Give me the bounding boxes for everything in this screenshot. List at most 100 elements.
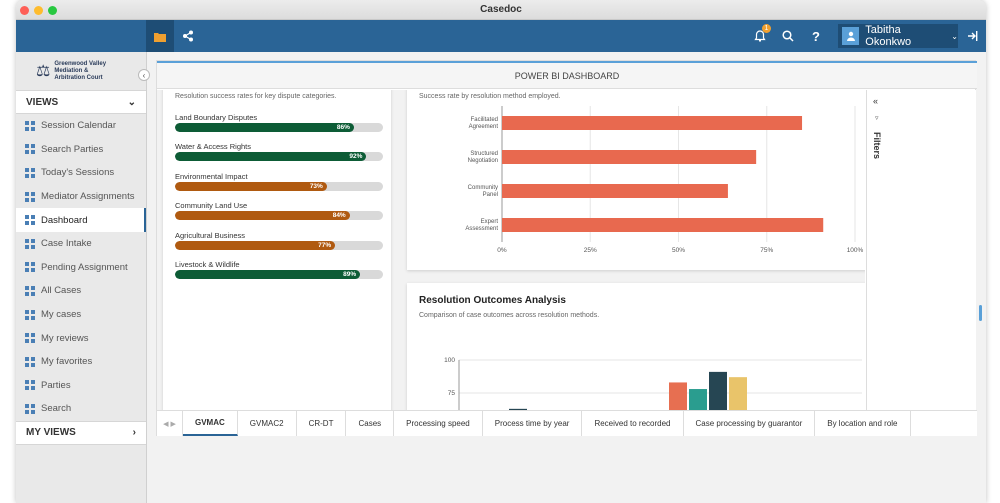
category-label: Structured Negotiation [468, 151, 498, 164]
tab-cases[interactable]: Cases [346, 411, 395, 436]
report-canvas: Resolution success rates for key dispute… [157, 90, 865, 410]
progress-label: Agricultural Business [175, 230, 246, 240]
tab-case-processing-by-guarantor[interactable]: Case processing by guarantor [684, 411, 816, 436]
method-success-card: Success rate by resolution method employ… [407, 90, 865, 270]
progress-value: 86% [336, 124, 350, 131]
close-window-button[interactable] [20, 6, 29, 15]
grid-icon [24, 167, 35, 178]
collapse-filters-icon[interactable]: « [873, 96, 879, 106]
progress-fill: 84% [175, 211, 350, 221]
sidebar-item-my-favorites[interactable]: My favorites [16, 350, 146, 374]
share-icon[interactable] [174, 20, 202, 52]
scroll-grip[interactable] [979, 305, 982, 321]
filter-funnel-icon: ▿ [875, 115, 879, 122]
grid-icon [24, 120, 35, 131]
org-name-line1: Greenwood Valley [54, 60, 107, 67]
x-tick-label: 100% [847, 247, 864, 254]
sidebar-item-label: Pending Assignment [41, 261, 128, 273]
sidebar-item-label: Dashboard [41, 214, 88, 226]
progress-label: Water & Access Rights [175, 142, 251, 152]
grid-icon [24, 215, 35, 226]
bar [502, 116, 803, 130]
method-success-subtitle: Success rate by resolution method employ… [419, 93, 561, 100]
tab-processing-speed[interactable]: Processing speed [394, 411, 483, 436]
tab-gvmac[interactable]: GVMAC [183, 411, 238, 436]
org-logo: ⚖ Greenwood Valley Mediation & Arbitrati… [16, 52, 146, 90]
progress-fill: 89% [175, 270, 361, 279]
gavel-icon [24, 333, 35, 344]
tab-gvmac2[interactable]: GVMAC2 [238, 411, 297, 436]
grid-icon [24, 403, 35, 414]
org-name-line2: Mediation & [54, 67, 89, 74]
folder-tab-icon[interactable] [146, 20, 174, 52]
progress-bar: 84% [175, 211, 383, 221]
sidebar-item-parties[interactable]: Parties [16, 374, 146, 398]
org-name-line3: Arbitration Court [54, 74, 103, 81]
minimize-window-button[interactable] [34, 6, 43, 15]
sidebar-item-label: All Cases [41, 285, 82, 297]
sidebar-item-search[interactable]: Search [16, 397, 146, 421]
logout-icon[interactable] [958, 20, 986, 52]
sidebar-item-pending-assignment[interactable]: Pending Assignment [16, 256, 146, 280]
user-name: Tabitha Okonkwo [865, 24, 912, 48]
sidebar-item-label: My favorites [41, 356, 93, 368]
sidebar-item-case-intake[interactable]: Case Intake [16, 232, 146, 256]
sidebar-item-label: Case Intake [41, 238, 92, 250]
sidebar-item-all-cases[interactable]: All Cases [16, 279, 146, 303]
folder-icon [24, 238, 35, 249]
tabs-scroll-left-icon[interactable]: ◀ ▶ [157, 411, 183, 436]
grid-icon [24, 144, 35, 155]
dashboard-panel: POWER BI DASHBOARD Resolution success ra… [156, 60, 977, 436]
sidebar-item-mediator-assignments[interactable]: Mediator Assignments [16, 185, 146, 209]
sidebar-item-label: My cases [41, 309, 82, 321]
sidebar-item-my-cases[interactable]: My cases [16, 303, 146, 327]
tab-cr-dt[interactable]: CR-DT [297, 411, 347, 436]
progress-fill: 77% [175, 240, 336, 250]
sidebar-item-session-calendar[interactable]: Session Calendar [16, 114, 146, 138]
progress-fill: 73% [175, 181, 327, 191]
views-list: Session Calendar Search Parties Today's Se… [16, 114, 146, 421]
folder-icon [24, 262, 35, 273]
chevron-down-icon: ⌄ [951, 31, 958, 41]
notifications-bell-icon[interactable]: 1 [746, 20, 774, 52]
search-icon[interactable] [774, 20, 802, 52]
progress-value: 89% [343, 271, 357, 278]
person-icon [24, 309, 35, 320]
category-label: Facilitated Agreement [469, 117, 499, 130]
sidebar-item-search-parties[interactable]: Search Parties [16, 138, 146, 162]
progress-label: Livestock & Wildlife [175, 260, 240, 269]
collapse-sidebar-button[interactable]: ‹ [138, 69, 150, 81]
outcomes-chart: 5075100 [444, 357, 862, 410]
outcomes-card: Resolution Outcomes Analysis Comparison … [407, 283, 865, 410]
folder-icon [24, 285, 35, 296]
tab-process-time-by-year[interactable]: Process time by year [483, 411, 583, 436]
sidebar-item-today-s-sessions[interactable]: Today's Sessions [16, 161, 146, 185]
sidebar-item-label: Mediator Assignments [41, 191, 135, 203]
grid-icon [24, 191, 35, 202]
bar [689, 389, 707, 410]
sidebar-item-my-reviews[interactable]: My reviews [16, 326, 146, 350]
sidebar-item-dashboard[interactable]: Dashboard [16, 208, 146, 232]
title-bar: Casedoc [16, 0, 986, 20]
x-tick-label: 75% [760, 247, 773, 254]
progress-value: 73% [309, 182, 323, 190]
app-toolbar: 1 ? Tabitha Okonkwo ⌄ [16, 20, 986, 52]
sidebar-item-label: Today's Sessions [41, 167, 115, 179]
x-tick-label: 50% [672, 247, 685, 254]
category-label: Expert Assessment [465, 219, 498, 232]
help-icon[interactable]: ? [812, 28, 820, 44]
method-success-chart: 0% 25% 50% 75% 100% Facilitated Agreement Struc… [465, 106, 864, 254]
filters-pane[interactable]: « ▿ Filters [866, 90, 976, 410]
views-section-header[interactable]: VIEWS ⌄ [16, 90, 146, 114]
user-menu[interactable]: Tabitha Okonkwo ⌄ [838, 24, 958, 48]
progress-fill: 86% [175, 123, 354, 132]
maximize-window-button[interactable] [48, 6, 57, 15]
progress-bar: 77% [175, 240, 383, 250]
y-tick-label: 75 [448, 390, 456, 397]
bar [509, 408, 527, 410]
tab-by-location-and-role[interactable]: By location and role [815, 411, 911, 436]
my-views-section-header[interactable]: MY VIEWS › [16, 420, 146, 445]
tab-received-to-recorded[interactable]: Received to recorded [582, 411, 684, 436]
progress-value: 92% [349, 153, 363, 161]
progress-fill: 92% [175, 152, 367, 162]
